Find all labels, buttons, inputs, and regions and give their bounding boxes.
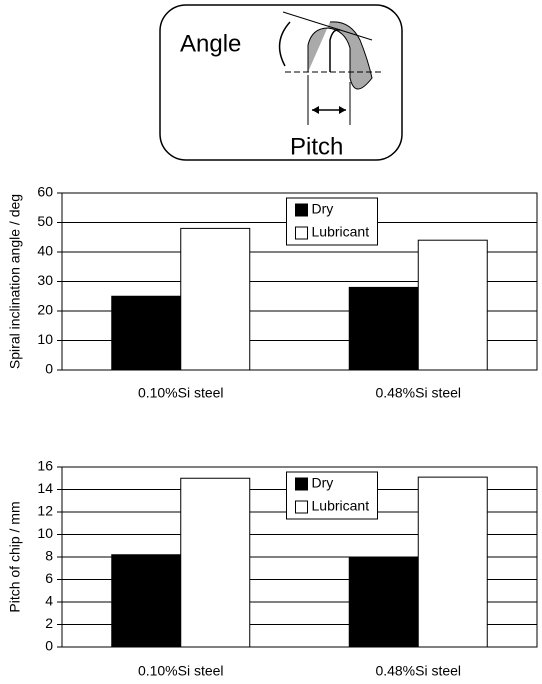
y-tick-label: 10 bbox=[37, 525, 53, 541]
y-tick-label: 0 bbox=[45, 361, 53, 377]
bar bbox=[418, 240, 487, 370]
pitch-label: Pitch bbox=[290, 133, 343, 160]
bar bbox=[349, 557, 418, 647]
y-axis-label: Pitch of chip / mm bbox=[7, 501, 23, 612]
y-tick-label: 8 bbox=[45, 548, 53, 564]
bar bbox=[349, 287, 418, 370]
y-tick-label: 60 bbox=[37, 184, 53, 200]
y-tick-label: 4 bbox=[45, 593, 53, 609]
y-tick-label: 0 bbox=[45, 638, 53, 654]
legend-swatch bbox=[296, 501, 308, 513]
bar bbox=[181, 478, 250, 647]
x-tick-label: 0.10%Si steel bbox=[138, 663, 224, 679]
diagram: Angle Pitch bbox=[160, 5, 402, 160]
y-axis-label: Spiral inclination angle / deg bbox=[7, 194, 23, 369]
y-tick-label: 40 bbox=[37, 243, 53, 259]
chip bbox=[308, 22, 372, 89]
x-tick-label: 0.48%Si steel bbox=[375, 663, 461, 679]
y-tick-label: 12 bbox=[37, 503, 53, 519]
chip-edge bbox=[330, 30, 340, 72]
x-tick-label: 0.48%Si steel bbox=[375, 385, 461, 401]
angle-arrow bbox=[280, 22, 290, 66]
bar bbox=[112, 555, 181, 647]
y-tick-label: 2 bbox=[45, 615, 53, 631]
legend-label: Lubricant bbox=[312, 224, 370, 240]
y-tick-label: 20 bbox=[37, 302, 53, 318]
tangent bbox=[283, 12, 372, 40]
y-tick-label: 16 bbox=[37, 458, 53, 474]
bar bbox=[418, 477, 487, 647]
bar bbox=[112, 296, 181, 370]
y-tick-label: 6 bbox=[45, 570, 53, 586]
y-tick-label: 50 bbox=[37, 213, 53, 229]
legend-label: Lubricant bbox=[312, 498, 370, 514]
legend-swatch bbox=[296, 478, 308, 490]
figure: Angle Pitch 0102030405060Spiral inclinat… bbox=[0, 0, 542, 684]
bar bbox=[181, 228, 250, 370]
y-tick-label: 30 bbox=[37, 272, 53, 288]
legend-swatch bbox=[296, 227, 308, 239]
y-tick-label: 10 bbox=[37, 331, 53, 347]
legend-label: Dry bbox=[312, 201, 334, 217]
y-tick-label: 14 bbox=[37, 480, 53, 496]
legend-label: Dry bbox=[312, 475, 334, 491]
legend-swatch bbox=[296, 204, 308, 216]
x-tick-label: 0.10%Si steel bbox=[138, 385, 224, 401]
angle-label: Angle bbox=[180, 30, 241, 57]
